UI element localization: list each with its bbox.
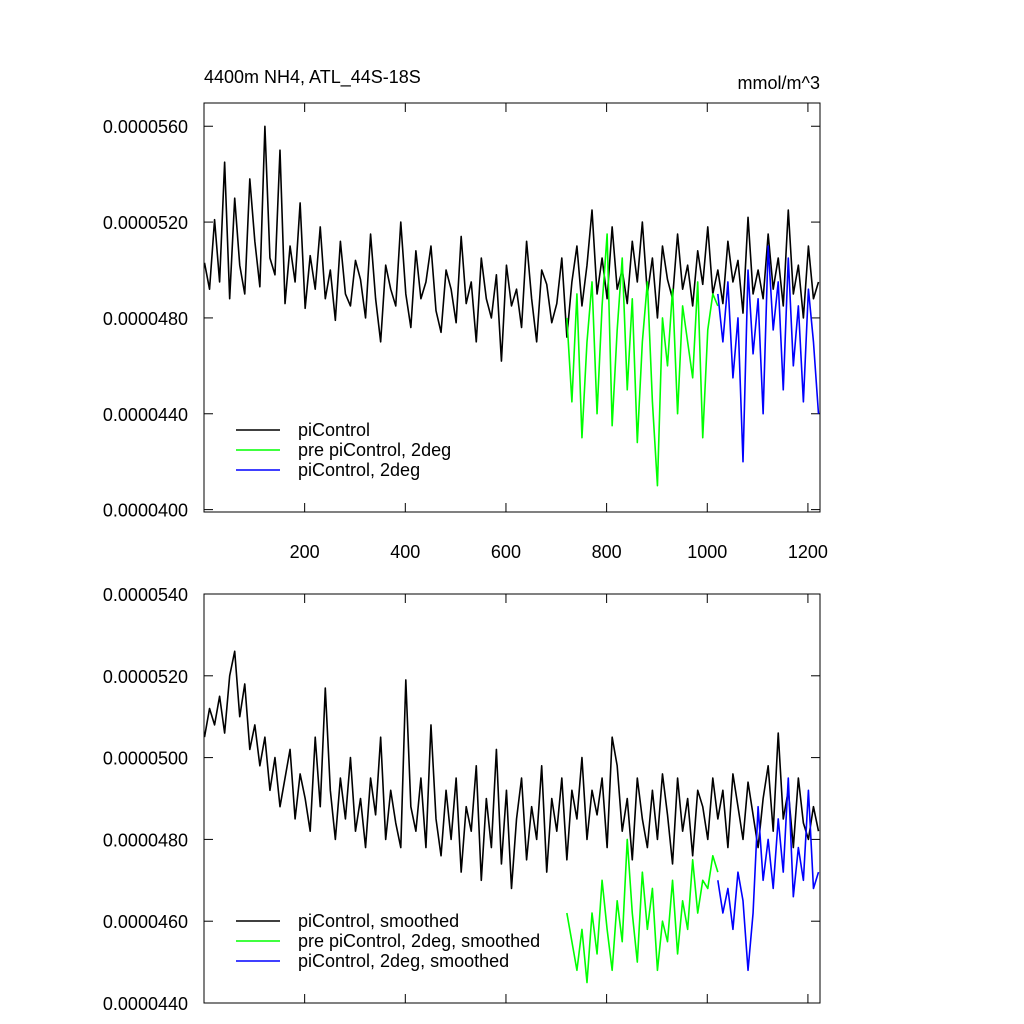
y-tick-label: 0.0000540: [103, 585, 188, 605]
x-tick-label: 200: [290, 542, 320, 562]
y-tick-label: 0.0000400: [103, 501, 188, 521]
y-tick-label: 0.0000500: [103, 749, 188, 769]
x-tick-label: 600: [491, 542, 521, 562]
y-tick-label: 0.0000440: [103, 994, 188, 1014]
legend-label: pre piControl, 2deg: [298, 440, 451, 460]
units-label: mmol/m^3: [738, 73, 820, 93]
legend-label: piControl: [298, 420, 370, 440]
y-tick-label: 0.0000520: [103, 667, 188, 687]
series-line: [717, 777, 820, 972]
y-tick-label: 0.0000520: [103, 213, 188, 233]
x-tick-label: 1000: [687, 542, 727, 562]
y-tick-label: 0.0000440: [103, 405, 188, 425]
x-tick-label: 1200: [788, 542, 828, 562]
legend-label: pre piControl, 2deg, smoothed: [298, 931, 540, 951]
x-tick-label: 400: [390, 542, 420, 562]
legend-label: piControl, smoothed: [298, 911, 459, 931]
legend-label: piControl, 2deg: [298, 460, 420, 480]
y-tick-label: 0.0000480: [103, 309, 188, 329]
chart-title: 4400m NH4, ATL_44S-18S: [204, 67, 421, 88]
series-line: [203, 125, 820, 362]
plot-frame: [203, 102, 821, 513]
y-tick-label: 0.0000560: [103, 117, 188, 137]
y-tick-label: 0.0000480: [103, 830, 188, 850]
series-line: [566, 838, 719, 984]
legend-label: piControl, 2deg, smoothed: [298, 951, 509, 971]
series-line: [203, 650, 820, 890]
plot-frame: [203, 593, 821, 1004]
series-line: [566, 233, 719, 487]
y-tick-label: 0.0000460: [103, 912, 188, 932]
series-line: [717, 245, 820, 463]
x-tick-label: 800: [592, 542, 622, 562]
